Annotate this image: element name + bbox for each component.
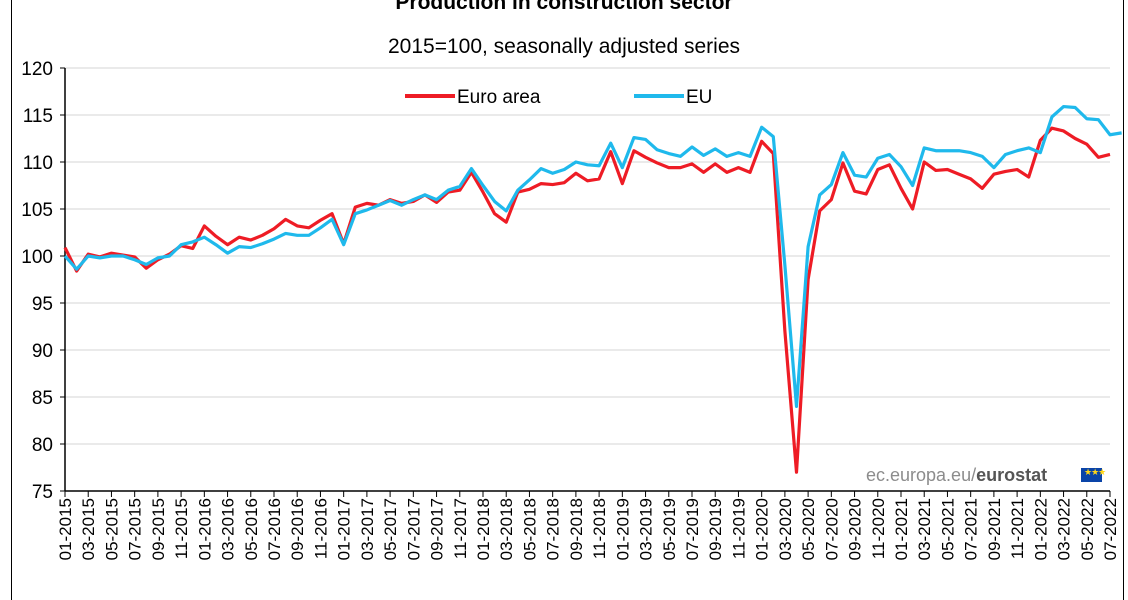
x-tick-label: 05-2017 [381, 498, 400, 560]
x-tick-label: 11-2016 [311, 498, 330, 559]
x-tick-label: 11-2017 [451, 498, 470, 559]
x-tick-label: 05-2018 [520, 498, 539, 560]
series-line-eu [63, 104, 1122, 408]
source-credit: ec.europa.eu/eurostat [866, 465, 1047, 486]
y-tick-label: 120 [21, 59, 53, 80]
x-tick-label: 03-2020 [776, 498, 795, 560]
x-tick-label: 01-2019 [613, 498, 632, 560]
y-tick-label: 75 [32, 482, 53, 503]
source-prefix: ec.europa.eu/ [866, 465, 977, 485]
x-tick-label: 01-2020 [753, 498, 772, 560]
x-tick-label: 07-2017 [404, 498, 423, 560]
x-tick-label: 07-2016 [265, 498, 284, 560]
x-tick-label: 01-2018 [474, 498, 493, 560]
x-tick-label: 11-2021 [1008, 498, 1027, 559]
legend-label-eu: EU [686, 87, 712, 108]
y-axis: 75 80 85 90 95 100 105 110 115 120 [21, 59, 66, 503]
x-tick-label: 05-2020 [799, 498, 818, 560]
x-tick-label: 03-2016 [219, 498, 238, 560]
legend: Euro area EU [405, 87, 712, 108]
y-tick-label: 105 [21, 200, 53, 221]
legend-label-euro-area: Euro area [457, 87, 541, 108]
x-tick-label: 05-2016 [242, 498, 261, 560]
x-tick-label: 03-2019 [637, 498, 656, 560]
y-tick-label: 100 [21, 247, 53, 268]
chart-frame [11, 0, 1124, 600]
x-tick-label: 07-2022 [1101, 498, 1120, 560]
x-tick-label: 05-2022 [1078, 498, 1097, 560]
y-tick-label: 110 [23, 153, 53, 174]
x-axis: 01-2015 03-2015 05-2015 07-2015 09-2015 11-20… [56, 490, 1120, 560]
source-brand: eurostat [976, 465, 1048, 485]
x-tick-label: 09-2018 [567, 498, 586, 560]
y-tick-label: 95 [32, 294, 53, 315]
series-line-euro-area [63, 126, 1111, 474]
x-tick-label: 09-2017 [428, 498, 447, 560]
x-tick-label: 11-2020 [869, 498, 888, 559]
x-tick-label: 01-2017 [335, 498, 354, 560]
x-tick-label: 11-2019 [729, 498, 748, 559]
x-tick-label: 09-2019 [706, 498, 725, 560]
x-tick-label: 03-2022 [1055, 498, 1074, 560]
x-tick-label: 03-2021 [915, 498, 934, 560]
x-tick-label: 07-2021 [962, 498, 981, 560]
x-tick-label: 09-2020 [846, 498, 865, 560]
x-tick-label: 07-2018 [544, 498, 563, 560]
eu-flag-icon: ★★★ [1081, 467, 1106, 482]
x-tick-label: 07-2015 [126, 498, 145, 560]
x-tick-label: 09-2016 [288, 498, 307, 560]
x-tick-label: 05-2021 [938, 498, 957, 560]
x-tick-label: 01-2016 [195, 498, 214, 560]
x-tick-label: 01-2021 [892, 498, 911, 560]
x-tick-label: 09-2015 [149, 498, 168, 560]
chart-title: Production in construction sector [395, 0, 733, 14]
y-tick-label: 85 [32, 388, 53, 409]
x-tick-label: 01-2015 [56, 498, 75, 560]
gridlines [65, 67, 1110, 445]
x-tick-label: 11-2018 [590, 498, 609, 559]
x-tick-label: 03-2015 [79, 498, 98, 560]
y-tick-label: 80 [32, 435, 53, 456]
chart-subtitle: 2015=100, seasonally adjusted series [388, 35, 740, 58]
y-tick-label: 90 [32, 341, 53, 362]
x-tick-label: 07-2020 [822, 498, 841, 560]
x-tick-label: 09-2021 [985, 498, 1004, 560]
x-tick-label: 07-2019 [683, 498, 702, 560]
x-tick-label: 05-2019 [660, 498, 679, 560]
x-tick-label: 03-2018 [497, 498, 516, 560]
x-tick-label: 03-2017 [358, 498, 377, 560]
x-tick-label: 11-2015 [172, 498, 191, 559]
series-lines [63, 104, 1122, 474]
y-tick-label: 115 [23, 106, 53, 127]
x-tick-label: 01-2022 [1031, 498, 1050, 560]
x-tick-label: 05-2015 [102, 498, 121, 560]
